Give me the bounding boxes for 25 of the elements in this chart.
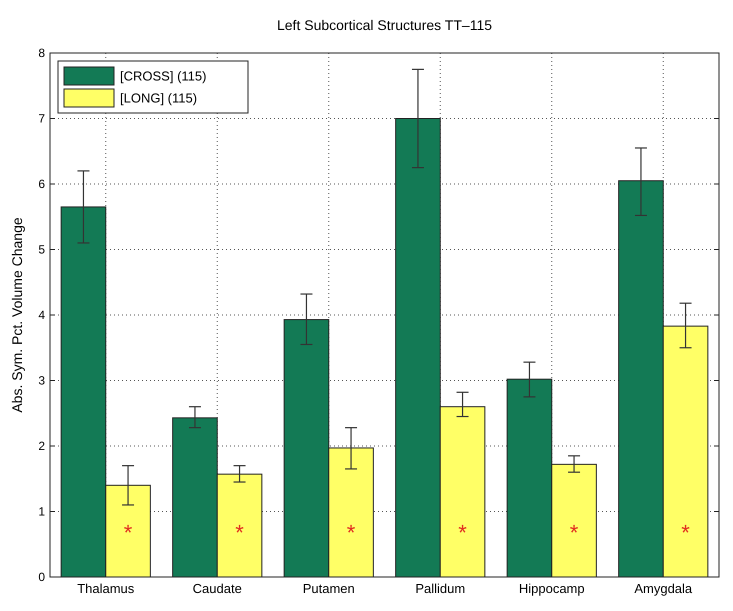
annotation: * <box>235 520 244 545</box>
annotation: * <box>681 520 690 545</box>
legend-label: [LONG] (115) <box>120 90 198 106</box>
x-tick-label: Putamen <box>302 581 355 596</box>
y-tick-label: 3 <box>38 374 46 388</box>
annotation: * <box>570 520 579 545</box>
legend-label: [CROSS] (115) <box>120 68 206 84</box>
x-tick-label: Pallidum <box>415 581 466 596</box>
x-tick-label: Hippocamp <box>518 581 585 596</box>
y-tick-label: 2 <box>38 439 46 454</box>
annotation: * <box>124 520 133 545</box>
y-axis-title: Abs. Sym. Pct. Volume Change <box>9 217 25 413</box>
y-tick-label: 4 <box>38 308 46 322</box>
annotation: * <box>346 520 356 545</box>
y-tick-label: 7 <box>38 112 46 126</box>
y-tick-label: 5 <box>38 242 46 257</box>
chart-title: Left Subcortical Structures TT–115 <box>276 17 492 33</box>
y-tick-label: 6 <box>38 177 46 192</box>
annotation: * <box>458 520 468 545</box>
x-tick-label: Caudate <box>192 581 242 596</box>
y-tick-label: 0 <box>38 570 46 584</box>
y-tick-label: 8 <box>38 46 46 60</box>
x-tick-label: Thalamus <box>77 581 135 596</box>
y-tick-label: 1 <box>38 504 46 519</box>
x-tick-label: Amygdala <box>634 581 693 596</box>
